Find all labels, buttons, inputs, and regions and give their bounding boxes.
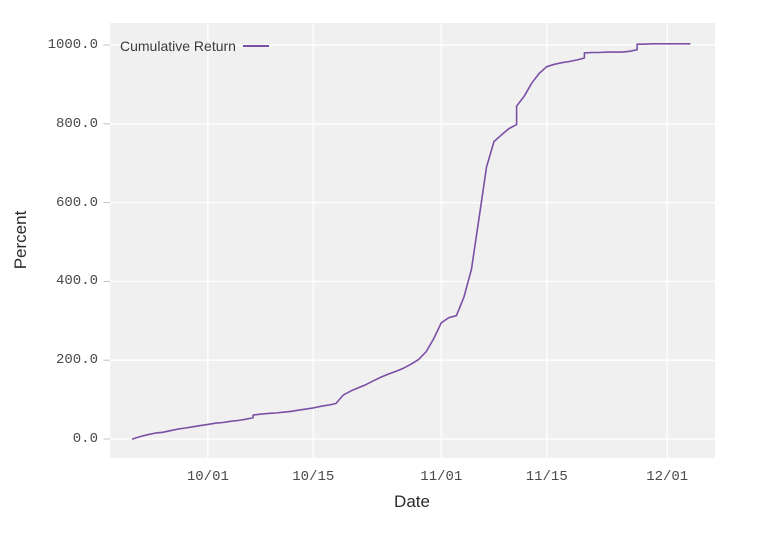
x-tick-label: 12/01 <box>646 469 689 485</box>
y-tick-label: 200.0 <box>55 352 98 369</box>
x-tick-label: 10/01 <box>186 469 229 485</box>
cumulative-return-line <box>131 43 691 440</box>
legend: Cumulative Return <box>120 37 269 55</box>
legend-line-swatch <box>242 45 269 47</box>
y-tick-label: 0.0 <box>72 431 98 447</box>
y-tick-label: 800.0 <box>55 115 98 132</box>
y-tick-label: 400.0 <box>55 273 98 290</box>
y-tick-label: 600.0 <box>55 194 98 211</box>
x-tick-label: 11/15 <box>525 469 568 485</box>
plot-background <box>110 23 715 458</box>
y-axis-title: Percent <box>11 210 30 270</box>
legend-label: Cumulative Return <box>120 38 236 54</box>
x-tick-label: 11/01 <box>420 469 463 485</box>
x-axis-title: Date <box>394 492 430 511</box>
x-tick-label: 10/15 <box>292 469 335 485</box>
y-tick-label: 1000.0 <box>47 37 98 53</box>
